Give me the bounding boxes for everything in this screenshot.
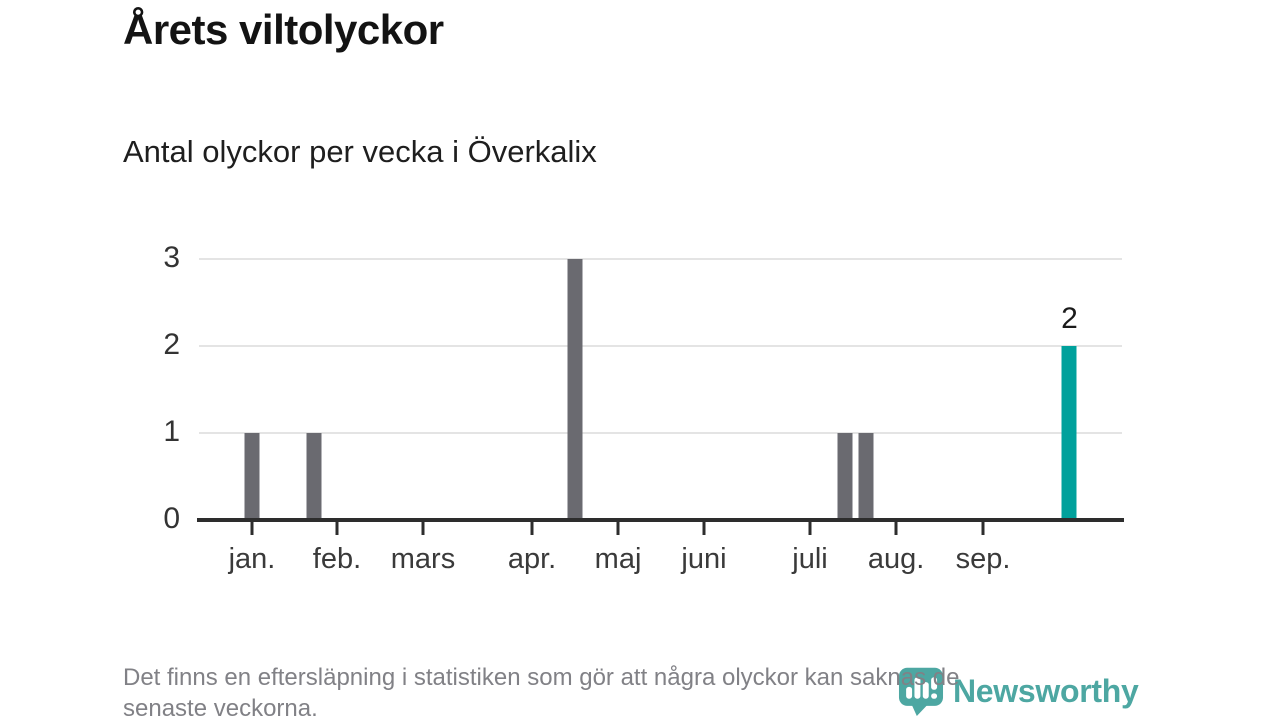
- newsworthy-wordmark: Newsworthy: [953, 672, 1139, 709]
- newsworthy-bubble-chart-icon: [898, 667, 944, 716]
- x-axis-tick-apr: [530, 522, 534, 535]
- x-axis-tick-sep: [981, 522, 985, 535]
- x-axis-label-apr: apr.: [507, 543, 557, 575]
- newsworthy-logo: Newsworthy: [897, 666, 1139, 716]
- x-axis-tick-mars: [421, 522, 425, 535]
- bar-value-label: 2: [1061, 302, 1078, 335]
- y-axis-label-3: 3: [163, 240, 180, 274]
- x-axis-tick-jan: [250, 522, 254, 535]
- chart-subtitle: Antal olyckor per vecka i Överkalix: [123, 134, 597, 169]
- gridline-y-2: [199, 345, 1122, 347]
- x-axis-tick-juni: [702, 522, 706, 535]
- bar-1: [244, 433, 260, 520]
- bar-4: [837, 433, 853, 520]
- bar-6: [1061, 346, 1077, 520]
- x-axis-label-sep: sep.: [955, 543, 1011, 575]
- x-axis-label-maj: maj: [594, 543, 642, 575]
- y-axis-label-1: 1: [163, 414, 180, 448]
- footnote-line-2: senaste veckorna.: [123, 695, 318, 722]
- bar-3: [567, 259, 583, 520]
- x-axis-line: [197, 518, 1124, 522]
- x-axis-tick-feb: [335, 522, 339, 535]
- x-axis-tick-juli: [808, 522, 812, 535]
- footnote: Det finns en eftersläpning i statistiken…: [123, 662, 959, 724]
- x-axis-label-aug: aug.: [867, 543, 925, 575]
- x-axis-label-feb: feb.: [312, 543, 362, 575]
- x-axis-label-jan: jan.: [228, 543, 276, 575]
- x-axis-label-juni: juni: [681, 543, 727, 575]
- x-axis-label-juli: juli: [792, 543, 828, 575]
- bar-2: [306, 433, 322, 520]
- x-axis-label-mars: mars: [390, 543, 456, 575]
- bar-5: [858, 433, 874, 520]
- footnote-line-1: Det finns en eftersläpning i statistiken…: [123, 664, 960, 691]
- gridline-y-1: [199, 432, 1122, 434]
- chart-title: Årets viltolyckor: [123, 6, 444, 53]
- x-axis-tick-aug: [894, 522, 898, 535]
- gridline-y-3: [199, 258, 1122, 260]
- y-axis-label-0: 0: [163, 501, 180, 535]
- x-axis-tick-maj: [616, 522, 620, 535]
- y-axis-label-2: 2: [163, 327, 180, 361]
